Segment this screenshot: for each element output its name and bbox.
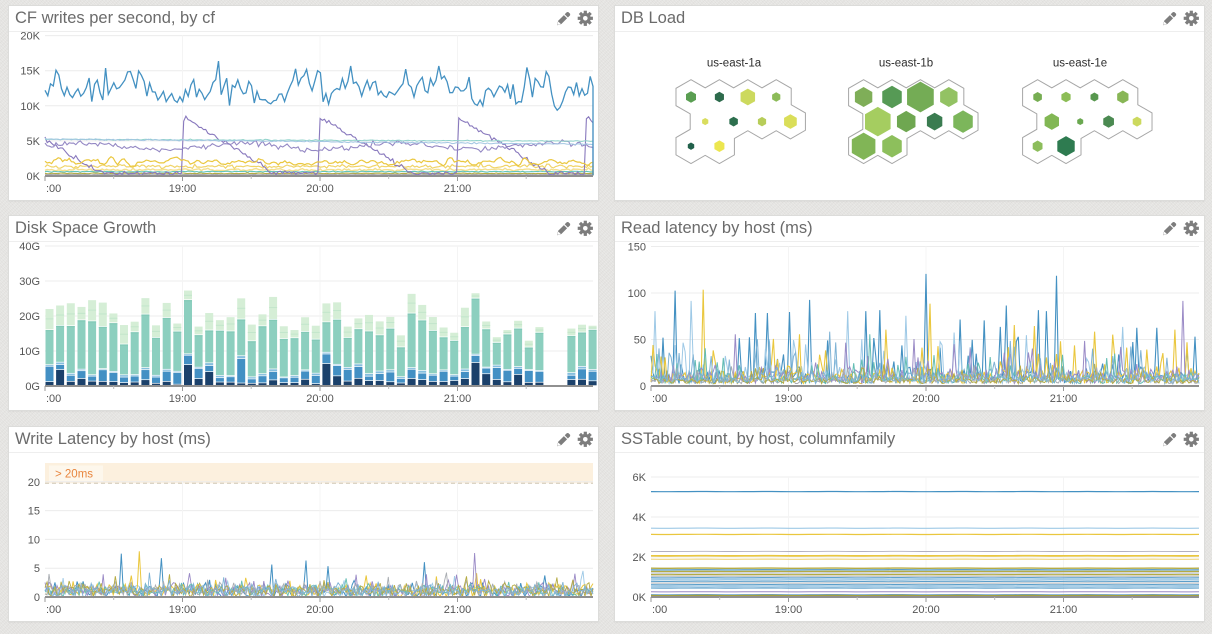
svg-text:19:00: 19:00 [169,183,197,195]
svg-text:20:00: 20:00 [306,604,334,616]
svg-text:20K: 20K [20,31,40,43]
svg-text:6K: 6K [633,472,647,484]
svg-text:19:00: 19:00 [775,604,803,616]
svg-text:10K: 10K [20,101,40,113]
svg-text:20: 20 [28,477,40,489]
svg-text:2K: 2K [633,552,647,564]
svg-text:21:00: 21:00 [1050,393,1078,405]
svg-text:5: 5 [34,563,40,575]
svg-text:50: 50 [634,335,646,347]
svg-text:19:00: 19:00 [775,393,803,405]
svg-text:21:00: 21:00 [1050,604,1078,616]
svg-text::00: :00 [652,393,667,405]
svg-text:10G: 10G [19,346,40,358]
svg-text:5K: 5K [27,136,41,148]
svg-text:21:00: 21:00 [444,393,472,405]
svg-text:0K: 0K [633,592,647,604]
svg-text:> 20ms: > 20ms [55,469,93,481]
svg-text:4K: 4K [633,512,647,524]
svg-text:30G: 30G [19,276,40,288]
svg-text::00: :00 [46,393,61,405]
svg-text:20G: 20G [19,311,40,323]
svg-text:20:00: 20:00 [912,393,940,405]
svg-text:20:00: 20:00 [912,604,940,616]
svg-text:100: 100 [628,288,646,300]
svg-text:0G: 0G [25,381,40,393]
svg-text:us-east-1e: us-east-1e [1053,58,1107,70]
svg-text:21:00: 21:00 [444,604,472,616]
svg-text:10: 10 [28,534,40,546]
svg-text:15K: 15K [20,66,40,78]
svg-text::00: :00 [46,604,61,616]
svg-text:us-east-1a: us-east-1a [707,58,762,70]
svg-text:150: 150 [628,242,646,254]
svg-text:40G: 40G [19,241,40,253]
svg-text:us-east-1b: us-east-1b [879,58,933,70]
svg-text:0: 0 [640,381,646,393]
svg-text::00: :00 [46,183,61,195]
svg-text:0: 0 [34,592,40,604]
svg-text:20:00: 20:00 [306,183,334,195]
svg-text:19:00: 19:00 [169,393,197,405]
svg-text:20:00: 20:00 [306,393,334,405]
svg-text::00: :00 [652,604,667,616]
svg-text:21:00: 21:00 [444,183,472,195]
svg-text:0K: 0K [27,171,41,183]
svg-text:15: 15 [28,506,40,518]
svg-text:19:00: 19:00 [169,604,197,616]
